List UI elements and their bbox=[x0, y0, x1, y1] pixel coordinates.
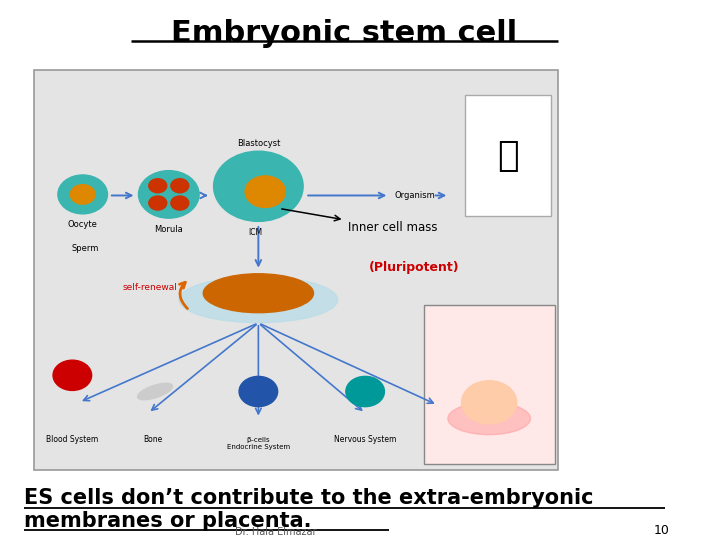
Circle shape bbox=[245, 176, 285, 207]
Text: (Pluripotent): (Pluripotent) bbox=[369, 261, 459, 274]
Circle shape bbox=[71, 185, 95, 204]
Text: membranes or placenta.: membranes or placenta. bbox=[24, 511, 312, 531]
Text: Inner cell mass: Inner cell mass bbox=[348, 221, 438, 234]
Text: Blood System: Blood System bbox=[46, 435, 99, 444]
Text: β–cells
Endocrine System: β–cells Endocrine System bbox=[227, 437, 290, 450]
Circle shape bbox=[214, 151, 303, 221]
Text: ES cells don’t contribute to the extra-embryonic: ES cells don’t contribute to the extra-e… bbox=[24, 488, 593, 508]
Text: Sperm: Sperm bbox=[71, 244, 99, 253]
Ellipse shape bbox=[138, 383, 173, 400]
FancyBboxPatch shape bbox=[423, 305, 554, 464]
Ellipse shape bbox=[448, 402, 531, 435]
Circle shape bbox=[239, 376, 278, 407]
Circle shape bbox=[346, 376, 384, 407]
Circle shape bbox=[171, 196, 189, 210]
Text: Organism: Organism bbox=[394, 191, 435, 200]
Text: self-renewal: self-renewal bbox=[122, 283, 178, 292]
Circle shape bbox=[149, 196, 167, 210]
Circle shape bbox=[149, 179, 167, 193]
Text: placenta: placenta bbox=[472, 384, 506, 394]
Circle shape bbox=[58, 175, 107, 214]
Text: Blastocyst: Blastocyst bbox=[237, 139, 280, 148]
Ellipse shape bbox=[179, 276, 338, 322]
Text: Nervous System: Nervous System bbox=[334, 435, 396, 444]
FancyBboxPatch shape bbox=[465, 94, 552, 216]
Text: Embryonic stem cell: Embryonic stem cell bbox=[171, 19, 518, 48]
Text: 👶: 👶 bbox=[498, 139, 519, 172]
Text: Bone: Bone bbox=[143, 435, 163, 444]
Circle shape bbox=[462, 381, 517, 424]
Text: Morula: Morula bbox=[154, 225, 183, 234]
Circle shape bbox=[138, 171, 199, 218]
Text: ICM: ICM bbox=[248, 228, 262, 238]
Text: Dr. Hala Elmazar: Dr. Hala Elmazar bbox=[235, 527, 316, 537]
Circle shape bbox=[171, 179, 189, 193]
Text: Oocyte: Oocyte bbox=[68, 220, 98, 230]
Ellipse shape bbox=[203, 274, 313, 313]
Text: 10: 10 bbox=[654, 524, 670, 537]
Circle shape bbox=[53, 360, 91, 390]
FancyBboxPatch shape bbox=[35, 70, 558, 470]
